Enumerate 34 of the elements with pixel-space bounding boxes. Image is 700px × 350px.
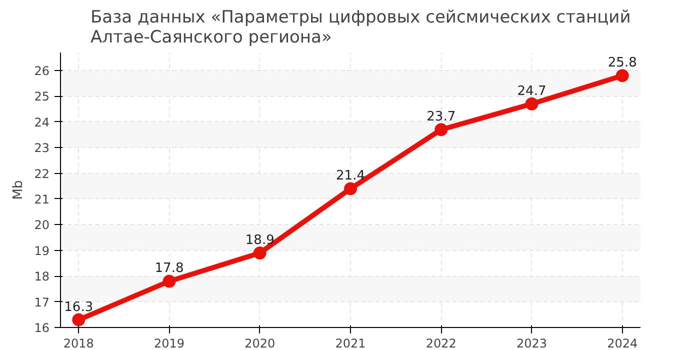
x-tick-label: 2022 [426, 336, 456, 350]
data-label: 17.8 [154, 261, 184, 276]
x-tick-label: 2021 [335, 336, 366, 350]
y-tick-label: 26 [34, 64, 50, 78]
y-axis-title: Mb [11, 180, 26, 200]
point [344, 182, 357, 196]
data-label: 25.8 [608, 56, 637, 71]
y-tick-label: 21 [34, 192, 50, 206]
y-tick-label: 16 [34, 321, 50, 335]
y-tick-label: 23 [34, 141, 50, 156]
chart-title: База данных «Параметры цифровых сейсмических станций Алтае-Саянского региона» [90, 8, 631, 48]
y-tick-label: 22 [34, 166, 50, 181]
x-tick-label: 2020 [244, 336, 276, 350]
point [253, 246, 266, 260]
y-tick-label: 25 [34, 90, 50, 104]
y-tick-label: 19 [34, 244, 50, 258]
data-label: 21.4 [336, 168, 365, 184]
y-tick-label: 24 [34, 115, 50, 130]
point [72, 313, 86, 326]
point [434, 123, 448, 136]
data-label: 18.9 [245, 232, 274, 248]
y-tick-label: 18 [34, 270, 50, 284]
x-tick-label: 2023 [516, 336, 548, 350]
data-label: 24.7 [517, 84, 546, 99]
data-label: 16.3 [64, 300, 94, 315]
point [525, 97, 538, 110]
data-label: 23.7 [426, 110, 456, 125]
x-tick-label: 2024 [607, 336, 638, 350]
y-tick-label: 17 [34, 295, 50, 310]
point [616, 69, 629, 82]
x-tick-label: 2019 [154, 336, 185, 350]
x-tick-label: 2018 [63, 336, 94, 350]
point [162, 274, 176, 288]
y-tick-label: 20 [34, 218, 50, 232]
